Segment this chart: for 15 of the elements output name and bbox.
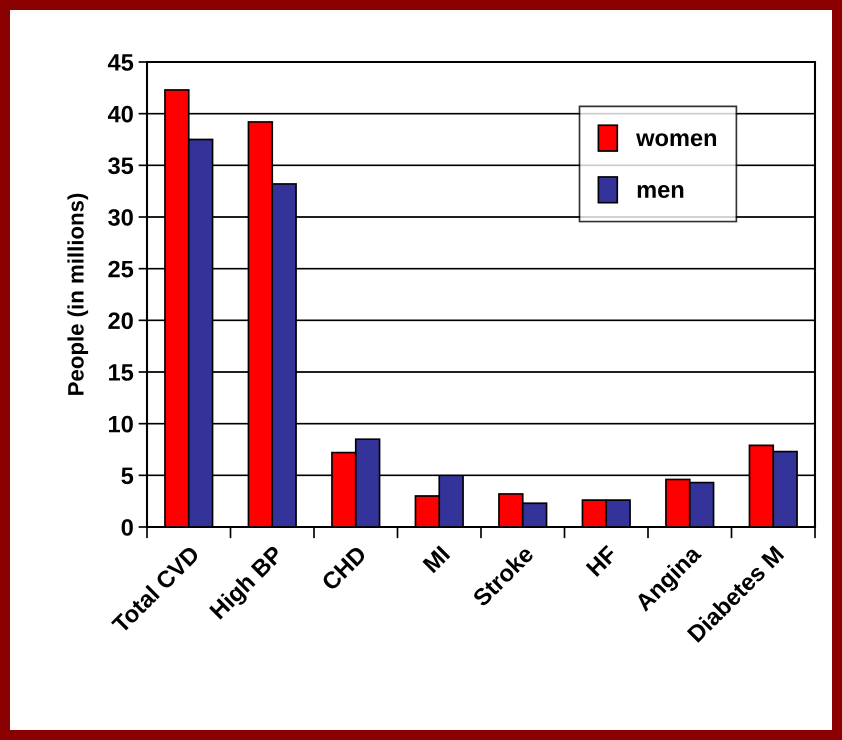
x-tick-label: MI [422,545,450,574]
y-tick-label: 20 [108,312,133,330]
y-tick-label: 5 [121,468,134,484]
y-tick-label: 10 [109,416,133,432]
legend-label: men [638,185,684,198]
legend-label: women [636,133,716,146]
y-axis-title: People (in millions) [67,194,88,395]
y-tick-label: 30 [108,209,133,226]
y-tick-label: 25 [108,260,134,278]
x-tick-label: HF [586,544,618,577]
y-tick-label: 0 [122,519,133,536]
y-tick-label: 15 [109,364,134,381]
y-tick-label: 35 [108,157,134,174]
y-tick-label: 40 [108,106,133,122]
y-tick-label: 45 [108,54,134,71]
